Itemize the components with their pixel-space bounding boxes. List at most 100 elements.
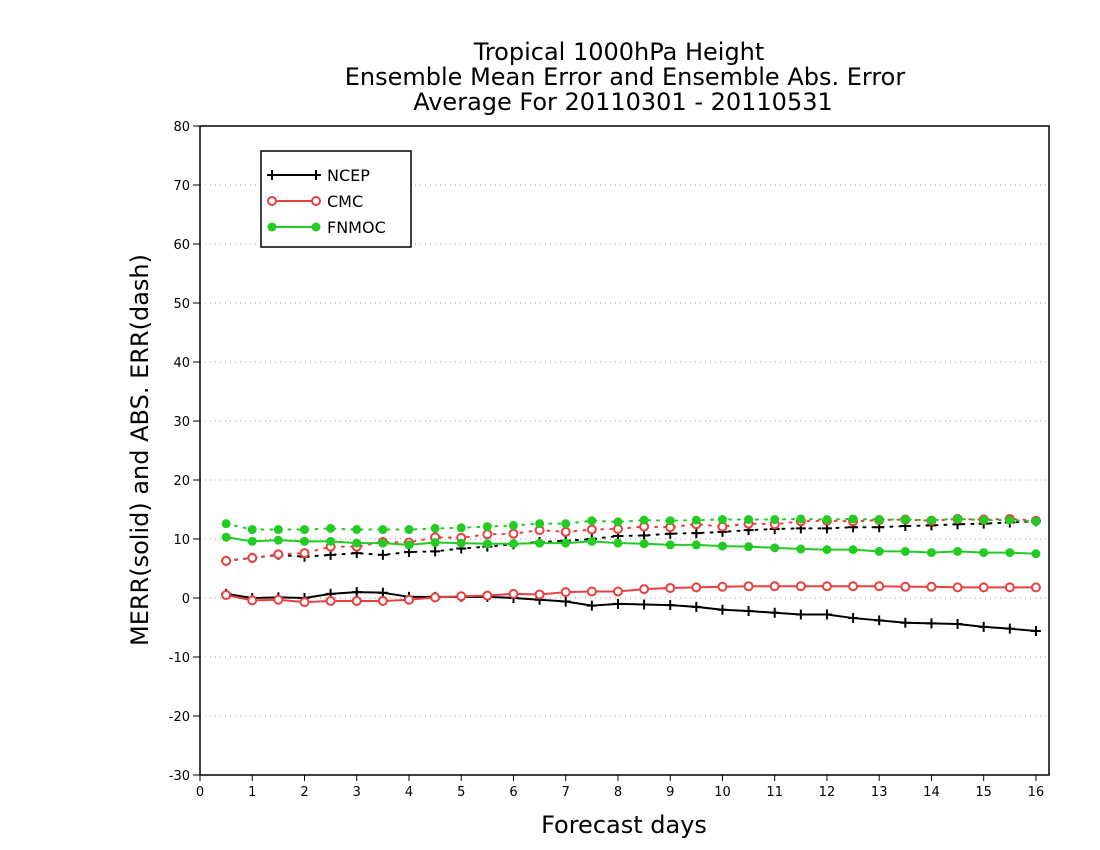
- point-merr-ncep: [874, 615, 885, 626]
- series-fnmoc: [221, 514, 1041, 559]
- legend-marker-fnmoc: [311, 222, 321, 232]
- point-abs-err-fnmoc: [430, 523, 440, 533]
- x-tick-label: 8: [614, 785, 622, 800]
- point-abs-err-fnmoc: [1005, 515, 1015, 525]
- x-axis-label: Forecast days: [541, 811, 707, 839]
- point-abs-err-ncep: [430, 546, 441, 557]
- point-abs-err-fnmoc: [770, 515, 780, 525]
- point-merr-fnmoc: [404, 540, 414, 550]
- point-abs-err-cmc: [586, 524, 597, 535]
- x-tick-label: 15: [975, 785, 992, 800]
- point-merr-cmc: [586, 586, 597, 597]
- point-merr-fnmoc: [561, 538, 571, 548]
- point-merr-fnmoc: [430, 538, 440, 548]
- point-merr-cmc: [351, 595, 362, 606]
- x-tick-label: 3: [353, 785, 361, 800]
- point-merr-ncep: [717, 604, 728, 615]
- point-merr-fnmoc: [299, 536, 309, 546]
- point-abs-err-fnmoc: [535, 519, 545, 529]
- x-tick-label: 13: [871, 785, 888, 800]
- x-tick-label: 11: [766, 785, 783, 800]
- point-merr-fnmoc: [326, 536, 336, 546]
- point-abs-err-fnmoc: [221, 519, 231, 529]
- point-abs-err-ncep: [377, 549, 388, 560]
- plot-frame: [199, 125, 1050, 776]
- point-merr-fnmoc: [587, 536, 597, 546]
- x-tick-label: 6: [509, 785, 517, 800]
- point-merr-cmc: [795, 581, 806, 592]
- point-merr-ncep: [639, 599, 650, 610]
- title-line-3: Average For 20110301 - 20110531: [413, 88, 833, 116]
- x-tick-label: 16: [1028, 785, 1045, 800]
- point-merr-cmc: [430, 592, 441, 603]
- point-abs-err-fnmoc: [926, 515, 936, 525]
- point-abs-err-fnmoc: [900, 515, 910, 525]
- point-abs-err-fnmoc: [979, 515, 989, 525]
- point-abs-err-fnmoc: [639, 515, 649, 525]
- point-abs-err-ncep: [691, 528, 702, 539]
- point-abs-err-cmc: [221, 555, 232, 566]
- point-abs-err-fnmoc: [874, 515, 884, 525]
- point-abs-err-cmc: [247, 552, 258, 563]
- point-abs-err-cmc: [482, 529, 493, 540]
- chart-title: Tropical 1000hPa Height Ensemble Mean Er…: [345, 38, 906, 116]
- point-merr-cmc: [926, 581, 937, 592]
- y-tick-label: 40: [173, 356, 190, 371]
- point-merr-ncep: [665, 600, 676, 611]
- point-abs-err-fnmoc: [482, 522, 492, 532]
- line-merr-cmc: [225, 585, 1036, 604]
- point-merr-fnmoc: [979, 548, 989, 558]
- point-abs-err-fnmoc: [299, 525, 309, 535]
- legend-marker-ncep: [267, 170, 277, 180]
- point-merr-cmc: [534, 589, 545, 600]
- point-merr-ncep: [586, 600, 597, 611]
- point-merr-ncep: [691, 601, 702, 612]
- point-abs-err-fnmoc: [1031, 516, 1041, 526]
- point-merr-ncep: [795, 609, 806, 620]
- point-merr-fnmoc: [953, 546, 963, 556]
- x-tick-label: 0: [196, 785, 204, 800]
- title-line-2: Ensemble Mean Error and Ensemble Abs. Er…: [345, 63, 906, 91]
- point-merr-ncep: [926, 618, 937, 629]
- point-merr-fnmoc: [247, 536, 257, 546]
- point-merr-cmc: [848, 581, 859, 592]
- y-tick-label: -10: [169, 651, 190, 666]
- point-merr-cmc: [377, 595, 388, 606]
- point-abs-err-cmc: [299, 548, 310, 559]
- point-merr-ncep: [1004, 623, 1015, 634]
- point-merr-fnmoc: [508, 539, 518, 549]
- point-abs-err-cmc: [560, 526, 571, 537]
- y-axis-label: MERR(solid) and ABS. ERR(dash): [126, 254, 154, 646]
- line-merr-fnmoc: [225, 536, 1036, 555]
- point-abs-err-fnmoc: [273, 525, 283, 535]
- point-merr-fnmoc: [822, 545, 832, 555]
- legend-marker-cmc: [267, 196, 277, 206]
- line-abs-err-ncep: [225, 520, 1037, 562]
- point-merr-cmc: [743, 581, 754, 592]
- point-abs-err-fnmoc: [665, 516, 675, 526]
- y-tick-label: -30: [169, 769, 190, 784]
- x-tick-label: 1: [248, 785, 256, 800]
- series-ncep: [221, 516, 1041, 637]
- x-tick-label: 4: [405, 785, 413, 800]
- point-abs-err-fnmoc: [691, 515, 701, 525]
- x-tick-label: 9: [666, 785, 674, 800]
- title-line-1: Tropical 1000hPa Height: [473, 38, 765, 66]
- point-abs-err-fnmoc: [717, 515, 727, 525]
- point-merr-cmc: [273, 594, 284, 605]
- y-tick-label: 80: [173, 120, 190, 135]
- legend-label-ncep: NCEP: [327, 166, 370, 185]
- point-merr-cmc: [508, 588, 519, 599]
- y-tick-label: -20: [169, 710, 190, 725]
- point-merr-ncep: [978, 621, 989, 632]
- legend-marker-ncep: [311, 170, 321, 180]
- point-abs-err-fnmoc: [587, 516, 597, 526]
- legend-label-cmc: CMC: [327, 192, 363, 211]
- point-merr-fnmoc: [613, 538, 623, 548]
- point-merr-ncep: [1030, 626, 1041, 637]
- point-merr-cmc: [691, 582, 702, 593]
- point-merr-fnmoc: [717, 541, 727, 551]
- point-merr-ncep: [952, 618, 963, 629]
- point-abs-err-cmc: [273, 549, 284, 560]
- point-abs-err-fnmoc: [822, 515, 832, 525]
